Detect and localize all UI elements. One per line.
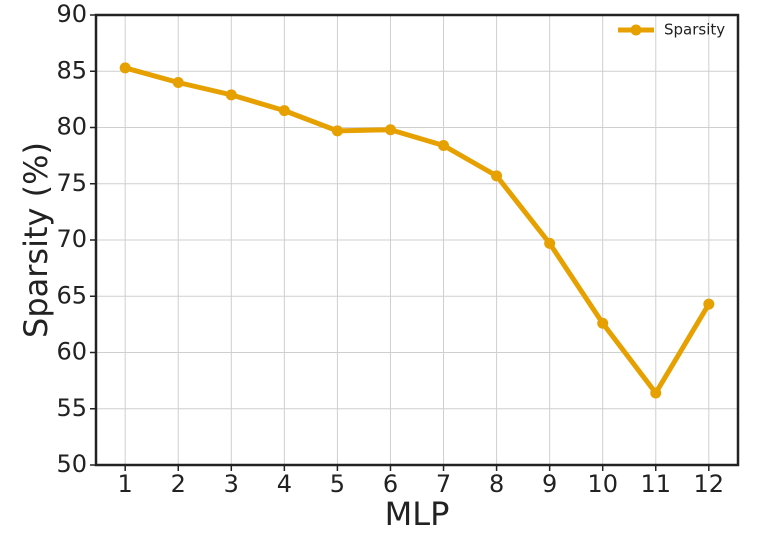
y-tick-label: 85 <box>56 56 87 84</box>
series-line <box>124 65 711 396</box>
data-point <box>331 125 343 137</box>
y-tick-label: 70 <box>56 225 87 253</box>
x-tick-label: 10 <box>587 470 618 498</box>
legend-marker <box>630 24 642 36</box>
x-tick-label: 2 <box>171 470 186 498</box>
data-point <box>384 124 396 136</box>
y-tick-label: 75 <box>56 169 87 197</box>
data-point <box>544 237 556 249</box>
data-point <box>225 89 237 101</box>
y-tick-label: 90 <box>56 0 87 28</box>
x-tick-label: 6 <box>383 470 398 498</box>
data-point <box>278 105 290 117</box>
data-point <box>119 62 131 74</box>
y-tick-label: 60 <box>56 338 87 366</box>
data-point <box>650 387 662 399</box>
y-tick-label: 80 <box>56 113 87 141</box>
y-tick-label: 50 <box>56 450 87 478</box>
data-point <box>703 298 715 310</box>
y-tick-label: 55 <box>56 394 87 422</box>
x-tick-label: 8 <box>489 470 504 498</box>
y-axis-label: Sparsity (%) <box>17 142 55 338</box>
data-point <box>597 317 609 329</box>
x-tick-label: 11 <box>640 470 671 498</box>
legend-label: Sparsity <box>664 21 725 39</box>
x-axis-label: MLP <box>385 495 450 533</box>
data-point <box>438 140 450 151</box>
y-tick-label: 65 <box>56 281 87 309</box>
data-point <box>491 170 503 182</box>
x-tick-label: 1 <box>118 470 133 498</box>
x-tick-label: 12 <box>694 470 725 498</box>
x-tick-label: 4 <box>277 470 292 498</box>
x-tick-label: 9 <box>542 470 557 498</box>
plot-frame <box>94 13 740 467</box>
x-tick-label: 5 <box>330 470 345 498</box>
x-tick-label: 3 <box>224 470 239 498</box>
x-tick-label: 7 <box>436 470 451 498</box>
data-point <box>172 77 184 88</box>
